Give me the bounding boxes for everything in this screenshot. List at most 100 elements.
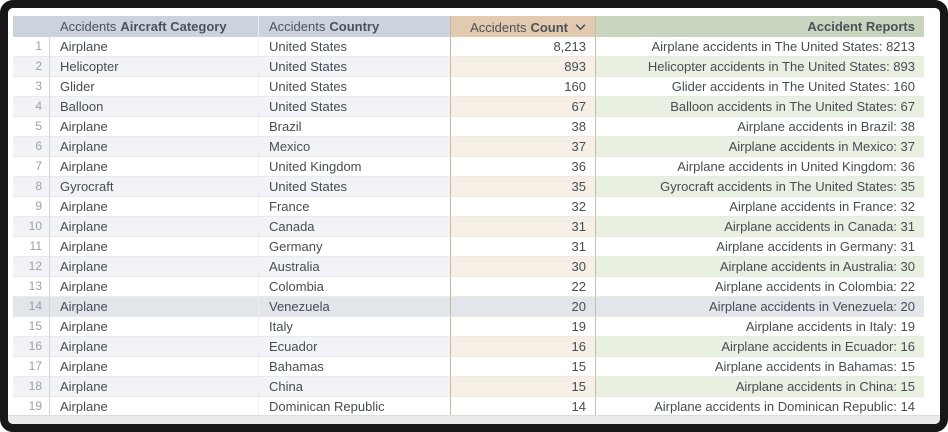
cell-country[interactable]: Ecuador <box>258 337 450 357</box>
cell-count[interactable]: 35 <box>450 177 595 197</box>
cell-count[interactable]: 31 <box>450 217 595 237</box>
cell-aircraft-category[interactable]: Airplane <box>50 257 258 277</box>
cell-country[interactable]: China <box>258 377 450 397</box>
table-row[interactable]: 2 Helicopter United States 893 Helicopter ac… <box>13 57 924 77</box>
cell-accident-report[interactable]: Airplane accidents in Italy: 19 <box>595 317 924 337</box>
table-row[interactable]: 1 Airplane United States 8,213 Airplane acci… <box>13 37 924 57</box>
cell-aircraft-category[interactable]: Airplane <box>50 317 258 337</box>
cell-aircraft-category[interactable]: Airplane <box>50 397 258 417</box>
cell-count[interactable]: 160 <box>450 77 595 97</box>
cell-aircraft-category[interactable]: Airplane <box>50 237 258 257</box>
cell-country[interactable]: Venezuela <box>258 297 450 317</box>
cell-accident-report[interactable]: Airplane accidents in Canada: 31 <box>595 217 924 237</box>
cell-aircraft-category[interactable]: Airplane <box>50 357 258 377</box>
cell-accident-report[interactable]: Airplane accidents in China: 15 <box>595 377 924 397</box>
cell-accident-report[interactable]: Airplane accidents in Ecuador: 16 <box>595 337 924 357</box>
cell-accident-report[interactable]: Helicopter accidents in The United State… <box>595 57 924 77</box>
cell-aircraft-category[interactable]: Airplane <box>50 377 258 397</box>
cell-country[interactable]: France <box>258 197 450 217</box>
cell-count[interactable]: 38 <box>450 117 595 137</box>
cell-country[interactable]: Mexico <box>258 137 450 157</box>
cell-count[interactable]: 22 <box>450 277 595 297</box>
cell-count[interactable]: 16 <box>450 337 595 357</box>
table-row[interactable]: 15 Airplane Italy 19 Airplane accidents in I… <box>13 317 924 337</box>
header-country[interactable]: Accidents Country <box>258 16 450 37</box>
header-aircraft-category[interactable]: Accidents Aircraft Category <box>50 16 258 37</box>
cell-aircraft-category[interactable]: Airplane <box>50 217 258 237</box>
cell-aircraft-category[interactable]: Airplane <box>50 117 258 137</box>
cell-accident-report[interactable]: Airplane accidents in Australia: 30 <box>595 257 924 277</box>
cell-aircraft-category[interactable]: Airplane <box>50 37 258 57</box>
cell-accident-report[interactable]: Airplane accidents in Venezuela: 20 <box>595 297 924 317</box>
table-row[interactable]: 12 Airplane Australia 30 Airplane accidents … <box>13 257 924 277</box>
cell-count[interactable]: 15 <box>450 357 595 377</box>
cell-count[interactable]: 31 <box>450 237 595 257</box>
cell-country[interactable]: Bahamas <box>258 357 450 377</box>
table-row[interactable]: 3 Glider United States 160 Glider accidents … <box>13 77 924 97</box>
cell-country[interactable]: Italy <box>258 317 450 337</box>
cell-accident-report[interactable]: Airplane accidents in France: 32 <box>595 197 924 217</box>
table-row[interactable]: 11 Airplane Germany 31 Airplane accidents in… <box>13 237 924 257</box>
table-row[interactable]: 13 Airplane Colombia 22 Airplane accidents i… <box>13 277 924 297</box>
cell-count[interactable]: 67 <box>450 97 595 117</box>
table-row[interactable]: 7 Airplane United Kingdom 36 Airplane accide… <box>13 157 924 177</box>
cell-accident-report[interactable]: Glider accidents in The United States: 1… <box>595 77 924 97</box>
horizontal-scrollbar[interactable] <box>8 415 940 424</box>
cell-count[interactable]: 37 <box>450 137 595 157</box>
table-row[interactable]: 6 Airplane Mexico 37 Airplane accidents in M… <box>13 137 924 157</box>
table-row[interactable]: 16 Airplane Ecuador 16 Airplane accidents in… <box>13 337 924 357</box>
cell-accident-report[interactable]: Airplane accidents in Bahamas: 15 <box>595 357 924 377</box>
cell-country[interactable]: United States <box>258 57 450 77</box>
table-row[interactable]: 18 Airplane China 15 Airplane accidents in C… <box>13 377 924 397</box>
cell-country[interactable]: United States <box>258 77 450 97</box>
cell-count[interactable]: 14 <box>450 397 595 417</box>
cell-aircraft-category[interactable]: Airplane <box>50 157 258 177</box>
table-row[interactable]: 8 Gyrocraft United States 35 Gyrocraft accid… <box>13 177 924 197</box>
table-row[interactable]: 5 Airplane Brazil 38 Airplane accidents in B… <box>13 117 924 137</box>
cell-country[interactable]: Colombia <box>258 277 450 297</box>
table-row[interactable]: 14 Airplane Venezuela 20 Airplane accidents … <box>13 297 924 317</box>
cell-accident-report[interactable]: Airplane accidents in United Kingdom: 36 <box>595 157 924 177</box>
cell-country[interactable]: United States <box>258 97 450 117</box>
table-row[interactable]: 17 Airplane Bahamas 15 Airplane accidents in… <box>13 357 924 377</box>
cell-accident-report[interactable]: Airplane accidents in Brazil: 38 <box>595 117 924 137</box>
table-row[interactable]: 19 Airplane Dominican Republic 14 Airplane a… <box>13 397 924 417</box>
cell-count[interactable]: 8,213 <box>450 37 595 57</box>
cell-accident-report[interactable]: Airplane accidents in Mexico: 37 <box>595 137 924 157</box>
table-row[interactable]: 9 Airplane France 32 Airplane accidents in F… <box>13 197 924 217</box>
cell-count[interactable]: 893 <box>450 57 595 77</box>
cell-aircraft-category[interactable]: Airplane <box>50 137 258 157</box>
cell-country[interactable]: Germany <box>258 237 450 257</box>
cell-accident-report[interactable]: Airplane accidents in The United States:… <box>595 37 924 57</box>
cell-country[interactable]: Canada <box>258 217 450 237</box>
cell-aircraft-category[interactable]: Glider <box>50 77 258 97</box>
table-row[interactable]: 4 Balloon United States 67 Balloon accidents… <box>13 97 924 117</box>
cell-aircraft-category[interactable]: Airplane <box>50 337 258 357</box>
cell-aircraft-category[interactable]: Gyrocraft <box>50 177 258 197</box>
cell-count[interactable]: 19 <box>450 317 595 337</box>
cell-aircraft-category[interactable]: Helicopter <box>50 57 258 77</box>
cell-count[interactable]: 15 <box>450 377 595 397</box>
cell-accident-report[interactable]: Airplane accidents in Colombia: 22 <box>595 277 924 297</box>
header-count[interactable]: Accidents Count <box>450 16 595 37</box>
cell-country[interactable]: United States <box>258 177 450 197</box>
cell-country[interactable]: United States <box>258 37 450 57</box>
cell-accident-report[interactable]: Balloon accidents in The United States: … <box>595 97 924 117</box>
cell-aircraft-category[interactable]: Balloon <box>50 97 258 117</box>
cell-count[interactable]: 30 <box>450 257 595 277</box>
cell-aircraft-category[interactable]: Airplane <box>50 297 258 317</box>
cell-count[interactable]: 36 <box>450 157 595 177</box>
cell-country[interactable]: Brazil <box>258 117 450 137</box>
cell-accident-report[interactable]: Airplane accidents in Germany: 31 <box>595 237 924 257</box>
sort-desc-chevron-icon[interactable] <box>575 19 586 34</box>
cell-count[interactable]: 20 <box>450 297 595 317</box>
cell-country[interactable]: Australia <box>258 257 450 277</box>
header-accident-reports[interactable]: Accident Reports <box>595 16 924 37</box>
cell-country[interactable]: Dominican Republic <box>258 397 450 417</box>
cell-accident-report[interactable]: Gyrocraft accidents in The United States… <box>595 177 924 197</box>
cell-accident-report[interactable]: Airplane accidents in Dominican Republic… <box>595 397 924 417</box>
cell-aircraft-category[interactable]: Airplane <box>50 197 258 217</box>
table-row[interactable]: 10 Airplane Canada 31 Airplane accidents in … <box>13 217 924 237</box>
cell-country[interactable]: United Kingdom <box>258 157 450 177</box>
cell-count[interactable]: 32 <box>450 197 595 217</box>
